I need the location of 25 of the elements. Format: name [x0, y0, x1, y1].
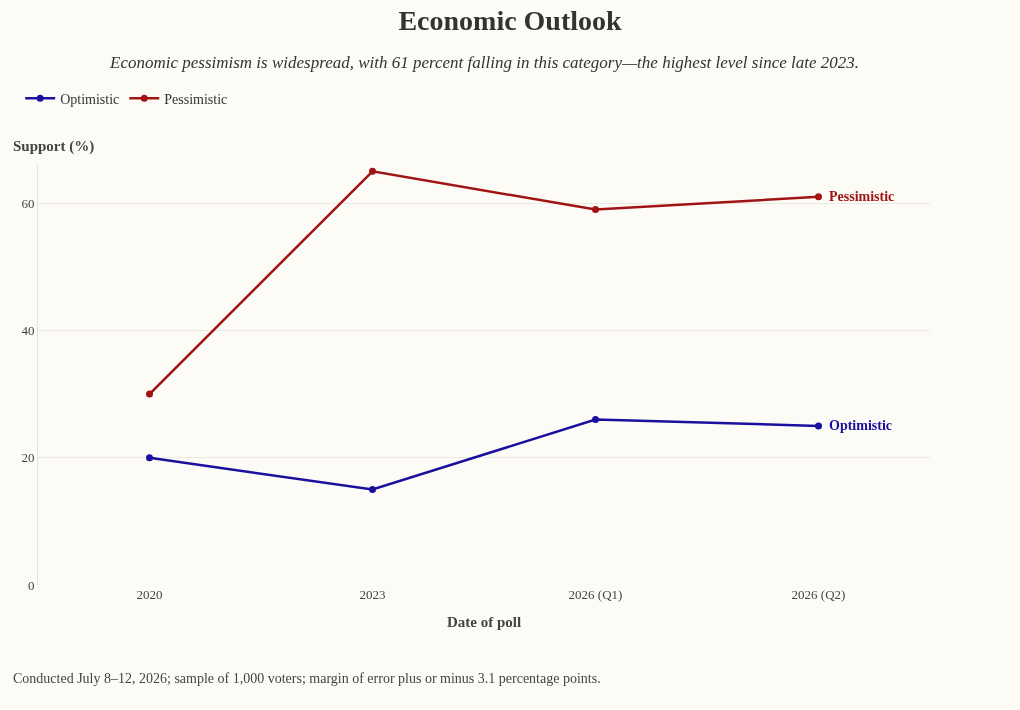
x-tick-label: 2023	[359, 587, 386, 602]
y-tick-label: 40	[21, 323, 35, 338]
y-tick-label: 0	[27, 577, 35, 593]
point	[815, 193, 822, 201]
point	[146, 390, 153, 398]
legend-label: Optimistic	[60, 91, 120, 107]
y-axis-title: Support (%)	[13, 138, 95, 155]
text: Conducted July 8–12, 2026; sample of 1,000 voters; margin of error plus or minus 3.1 percentage points.	[13, 671, 601, 686]
x-axis-title: Date of poll	[446, 614, 522, 630]
point	[369, 486, 376, 494]
point	[592, 416, 599, 424]
text: Optimistic	[829, 418, 892, 433]
x-tick-label: 2026 (Q1)	[568, 587, 623, 602]
chart-subtitle: Economic pessimism is widespread, with 61 percent falling in this category—the highest level since late 2023.	[109, 53, 859, 72]
chart-title: Economic Outlook	[398, 5, 623, 37]
y-tick-label: 60	[21, 195, 35, 211]
x-tick-label: 2020	[136, 587, 163, 602]
point	[369, 167, 376, 175]
legend-label: Pessimistic	[164, 91, 228, 107]
point	[815, 422, 822, 430]
x-tick-label: 2026 (Q2)	[791, 587, 846, 602]
y-tick-label: 20	[21, 450, 35, 466]
point	[592, 206, 599, 214]
point	[146, 454, 153, 462]
text: Pessimistic	[829, 189, 895, 204]
